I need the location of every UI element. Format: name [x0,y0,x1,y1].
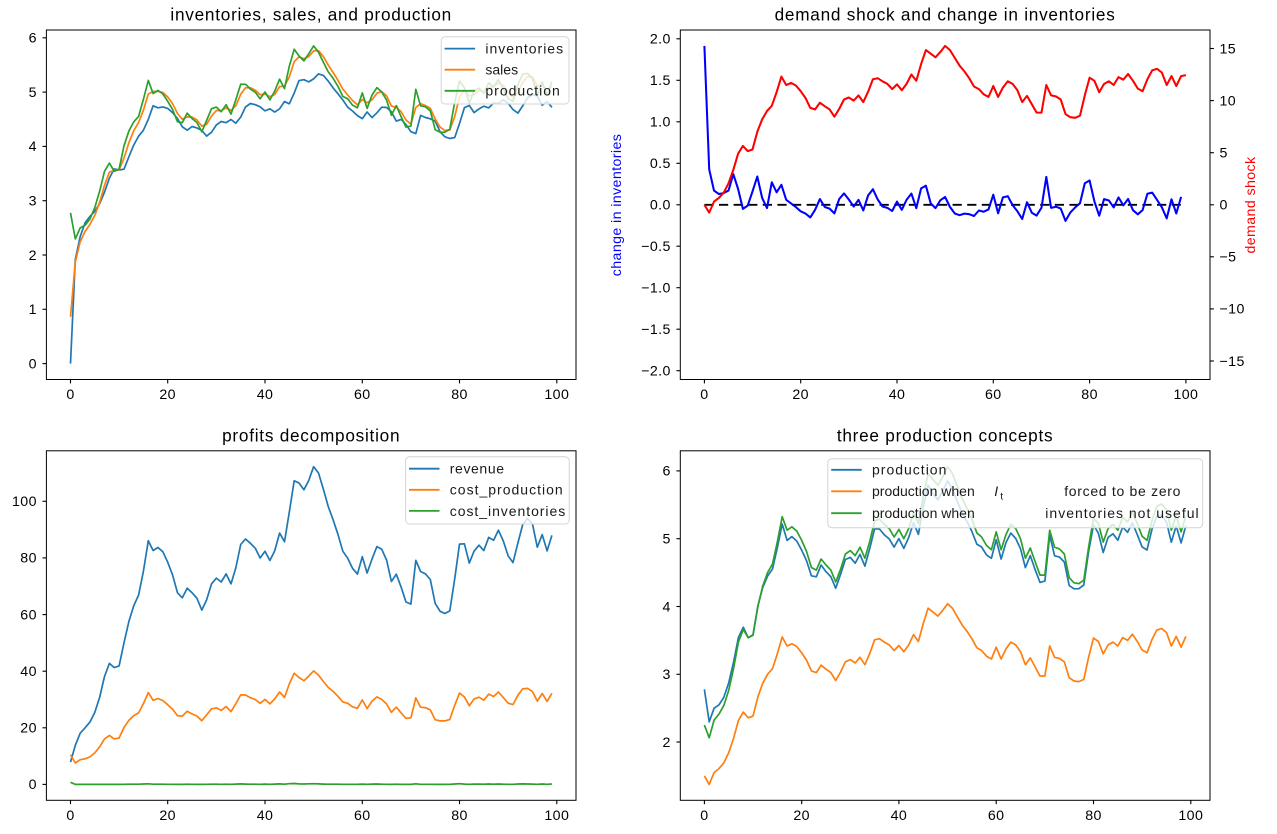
svg-text:forced to be zero: forced to be zero [1064,483,1181,499]
svg-text:sales: sales [485,62,518,78]
svg-text:cost_inventories: cost_inventories [450,503,566,519]
svg-text:100: 100 [1173,387,1198,403]
svg-text:0: 0 [29,356,37,372]
svg-text:3: 3 [663,667,671,683]
svg-text:20: 20 [793,808,810,824]
svg-text:40: 40 [889,387,906,403]
svg-text:2: 2 [663,735,671,751]
svg-text:inventories, sales, and produc: inventories, sales, and production [170,5,452,25]
svg-text:80: 80 [20,551,37,567]
svg-text:20: 20 [20,721,37,737]
svg-text:2: 2 [29,248,37,264]
svg-text:inventories: inventories [485,41,564,57]
svg-text:3: 3 [29,194,37,210]
svg-text:0: 0 [29,777,37,793]
svg-text:0: 0 [700,808,708,824]
svg-text:revenue: revenue [450,461,505,477]
svg-text:0: 0 [1220,198,1228,214]
svg-text:production: production [872,462,947,478]
svg-text:−1.0: −1.0 [641,281,671,297]
svg-text:three production concepts: three production concepts [837,425,1054,445]
svg-text:10: 10 [1220,93,1237,109]
svg-text:profits decomposition: profits decomposition [222,425,400,445]
svg-text:80: 80 [451,808,468,824]
svg-text:80: 80 [1081,387,1098,403]
svg-text:60: 60 [20,607,37,623]
svg-text:−10: −10 [1220,302,1245,318]
svg-text:1.0: 1.0 [650,115,671,131]
svg-text:4: 4 [29,139,37,155]
svg-text:100: 100 [544,808,569,824]
svg-text:t: t [1000,491,1003,503]
svg-text:demand shock: demand shock [1243,156,1259,254]
svg-text:4: 4 [663,599,671,615]
svg-text:production when: production when [872,483,975,499]
svg-text:production: production [485,83,560,99]
svg-text:20: 20 [159,808,176,824]
svg-text:−2.0: −2.0 [641,364,671,380]
svg-text:60: 60 [988,808,1005,824]
svg-text:40: 40 [257,808,274,824]
svg-text:1.5: 1.5 [650,73,671,89]
svg-text:−15: −15 [1220,354,1245,370]
svg-text:inventories not useful: inventories not useful [1045,505,1199,521]
svg-text:100: 100 [544,387,569,403]
svg-text:20: 20 [159,387,176,403]
svg-text:20: 20 [792,387,809,403]
svg-text:2.0: 2.0 [650,32,671,48]
svg-text:40: 40 [891,808,908,824]
svg-text:0: 0 [66,808,74,824]
svg-text:80: 80 [1085,808,1102,824]
svg-text:40: 40 [20,664,37,680]
svg-text:1: 1 [29,302,37,318]
svg-text:0.0: 0.0 [650,198,671,214]
svg-text:15: 15 [1220,41,1237,57]
svg-text:100: 100 [12,494,37,510]
svg-text:production when: production when [872,505,975,521]
svg-text:−1.5: −1.5 [641,322,671,338]
svg-text:6: 6 [29,31,37,47]
svg-text:60: 60 [354,387,371,403]
svg-text:60: 60 [985,387,1002,403]
svg-text:cost_production: cost_production [450,482,564,498]
svg-text:−5: −5 [1220,250,1237,266]
svg-text:5: 5 [29,85,37,101]
svg-text:demand shock and change in inv: demand shock and change in inventories [775,5,1116,25]
svg-text:0.5: 0.5 [650,156,671,172]
svg-text:80: 80 [451,387,468,403]
svg-text:5: 5 [1220,146,1228,162]
svg-text:5: 5 [663,532,671,548]
svg-text:0: 0 [66,387,74,403]
svg-text:40: 40 [257,387,274,403]
svg-text:60: 60 [354,808,371,824]
svg-text:I: I [994,483,998,499]
svg-text:change in inventories: change in inventories [609,134,625,276]
svg-text:6: 6 [663,464,671,480]
svg-text:100: 100 [1178,808,1203,824]
svg-text:0: 0 [700,387,708,403]
svg-text:−0.5: −0.5 [641,239,671,255]
